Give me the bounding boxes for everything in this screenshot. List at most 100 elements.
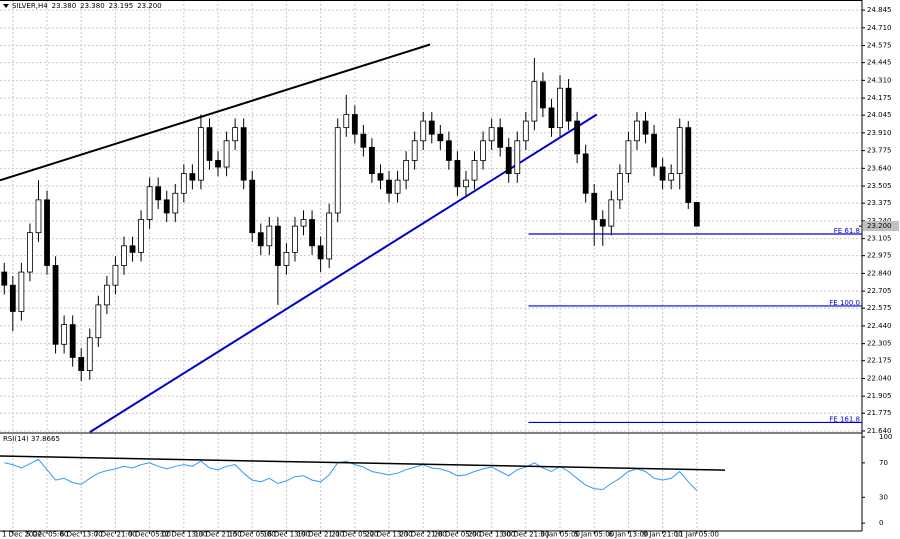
y-tick-label: 23.505 <box>867 182 892 190</box>
x-tick-label: 5 Dec 05:00 <box>26 531 69 539</box>
candle-body <box>668 173 675 181</box>
candle-body <box>334 127 341 214</box>
y-tick-label: 23.910 <box>867 129 892 137</box>
y-tick-label: 24.045 <box>867 111 892 119</box>
candle-body <box>531 81 538 122</box>
candle-body <box>78 357 85 371</box>
candle-body <box>121 245 127 266</box>
x-tick-label: 7 Dec 21:00 <box>94 531 137 539</box>
candle-body <box>61 324 68 345</box>
y-tick-label: 22.440 <box>867 322 892 330</box>
y-tick-label: 22.575 <box>867 304 892 312</box>
y-tick-label: 23.640 <box>867 164 892 172</box>
marks <box>0 43 862 491</box>
candle-body <box>343 114 350 129</box>
header: SILVER,H4 23.380 23.380 23.195 23.200 <box>12 2 162 10</box>
y-tick-label: 24.710 <box>867 24 892 32</box>
candle-body <box>599 219 606 227</box>
candle-body <box>676 127 683 174</box>
candle-body <box>44 199 50 266</box>
y-tick-label: 24.845 <box>867 6 892 14</box>
y-tick-label: 22.040 <box>867 374 892 382</box>
candle-body <box>35 199 42 234</box>
candle-body <box>95 304 102 339</box>
candle-body <box>522 120 529 142</box>
candle-body <box>180 173 187 194</box>
x-tick-label: 6 Dec 13:00 <box>60 531 103 539</box>
candle-body <box>215 160 221 168</box>
candle-body <box>394 179 401 194</box>
candle-body <box>351 114 358 135</box>
candle-body <box>488 127 495 142</box>
candle-body <box>445 140 452 161</box>
x-tick-label: 16 Dec 13:00 <box>263 531 310 539</box>
rsi-y-tick-label: 100 <box>879 433 892 441</box>
candle-body <box>471 160 478 181</box>
candle-body <box>651 133 657 168</box>
y-tick-label: 21.905 <box>867 392 892 400</box>
candle-body <box>642 120 649 135</box>
candle-body <box>274 225 281 266</box>
candle-body <box>129 245 136 253</box>
candle-body <box>557 87 563 129</box>
candle-body <box>138 219 144 253</box>
x-tick-label: 28 Dec 05:00 <box>434 531 481 539</box>
candle-body <box>360 133 367 148</box>
y-tick-label: 22.305 <box>867 340 892 348</box>
y-tick-label: 21.775 <box>867 409 892 417</box>
candle-body <box>103 284 110 306</box>
candle-body <box>369 146 375 174</box>
x-tick-label: 9 Dec 05:00 <box>128 531 171 539</box>
candle-body <box>386 179 392 194</box>
candle-body <box>257 232 264 247</box>
candle-body <box>514 140 521 174</box>
x-tick-label: 13 Dec 21:00 <box>194 531 241 539</box>
menu-arrow[interactable] <box>3 4 9 8</box>
y-tick-label: 24.310 <box>867 76 892 84</box>
candle-body <box>206 127 213 161</box>
candle-body <box>582 153 589 194</box>
symbol: SILVER,H4 <box>12 2 48 10</box>
y-tick-label: 21.640 <box>867 427 892 435</box>
candle-body <box>437 133 444 142</box>
x-tick-label: 6 Jan 13:00 <box>608 531 648 539</box>
candle-body <box>454 160 461 188</box>
rsi-y-tick-label: 0 <box>879 519 883 527</box>
candle-body <box>591 192 598 220</box>
x-tick-label: 21 Dec 05:00 <box>331 531 378 539</box>
candle-body <box>69 324 76 358</box>
x-tick-label: 23 Dec 21:00 <box>400 531 447 539</box>
y-tick-label: 24.445 <box>867 59 892 67</box>
y-tick-label: 23.240 <box>867 217 892 225</box>
rsi-y-tick-label: 70 <box>879 459 888 467</box>
candle-body <box>249 179 256 234</box>
candle-body <box>420 120 427 142</box>
candle-body <box>326 212 333 260</box>
header-value: 23.380 <box>52 2 77 10</box>
x-tick-label: 22 Dec 13:00 <box>365 531 412 539</box>
x-tick-label: 3 Jan 05:00 <box>540 531 580 539</box>
candle-body <box>146 186 153 220</box>
candle-body <box>685 127 692 203</box>
candle-body <box>463 179 469 188</box>
x-tick-label: 5 Jan 05:00 <box>574 531 614 539</box>
candle-body <box>112 265 119 286</box>
rsi-label: RSI(14) 37.8665 <box>3 435 60 443</box>
candle-body <box>163 199 170 214</box>
x-tick-label: 19 Dec 21:00 <box>297 531 344 539</box>
candle-body <box>18 271 25 312</box>
candle-body <box>9 284 16 312</box>
x-tick-label: 12 Dec 13:00 <box>160 531 207 539</box>
candle-body <box>403 160 410 181</box>
candle-body <box>86 337 93 371</box>
candle-body <box>377 173 384 181</box>
candle-body <box>232 127 239 142</box>
candle-body <box>292 225 298 253</box>
candle-body <box>411 140 418 161</box>
x-tick-label: 1 Dec 2022 <box>2 531 42 539</box>
trendline <box>89 113 598 433</box>
candle-body <box>497 127 504 148</box>
candle-body <box>540 81 546 109</box>
candle-body <box>428 120 435 135</box>
